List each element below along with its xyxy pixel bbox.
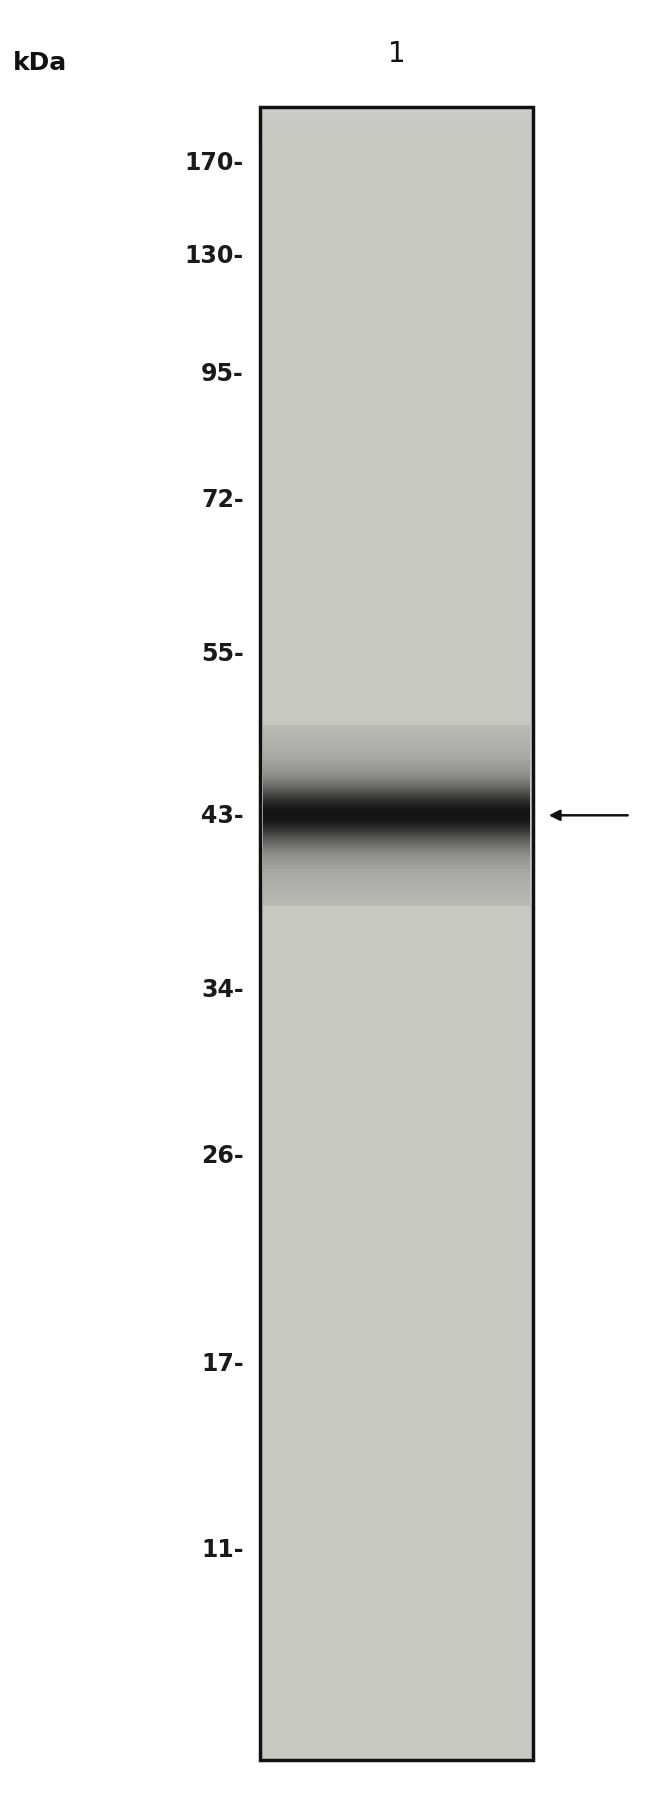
Bar <box>260 108 533 1760</box>
Text: 34-: 34- <box>201 977 244 1002</box>
Text: 11-: 11- <box>202 1536 244 1561</box>
Text: 72-: 72- <box>201 487 244 513</box>
Text: 26-: 26- <box>201 1143 244 1168</box>
Text: 17-: 17- <box>201 1350 244 1375</box>
Text: kDa: kDa <box>13 51 67 76</box>
Text: 1: 1 <box>387 40 406 69</box>
Text: 130-: 130- <box>185 244 244 269</box>
Text: 55-: 55- <box>201 641 244 666</box>
Text: 95-: 95- <box>201 361 244 386</box>
Bar <box>260 108 533 1760</box>
Text: 43-: 43- <box>201 803 244 828</box>
Text: 170-: 170- <box>185 150 244 175</box>
